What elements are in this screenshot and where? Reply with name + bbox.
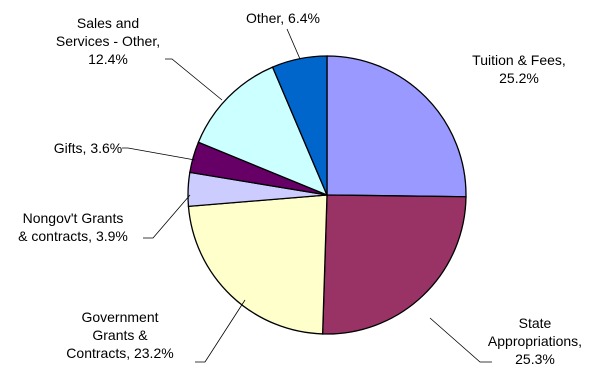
pie-slices [187, 55, 467, 335]
slice-label-line: 25.3% [515, 351, 555, 367]
slice-label-line: Services - Other, [56, 33, 160, 49]
leader-line-gifts [122, 147, 196, 161]
slice-label-line: Sales and [77, 15, 139, 31]
leader-line-government-grants-contracts [195, 299, 246, 363]
pie-slice-other [271, 55, 328, 196]
slice-label-line: 25.2% [499, 70, 539, 86]
label-leader-lines [122, 28, 492, 363]
slice-label-other: Other, 6.4% [246, 10, 320, 26]
slice-label-gifts: Gifts, 3.6% [54, 140, 122, 156]
leader-line-nongov-t-grants-contracts [143, 194, 191, 239]
slice-label-line: Other, 6.4% [246, 10, 320, 26]
slice-label-government-grants-contracts: Government Grants & Contracts, 23.2% [66, 309, 173, 361]
slice-label-line: Grants & [92, 327, 148, 343]
pie-slice-government-grants-contracts [187, 194, 328, 335]
slice-label-state-appropriations: State Appropriations, 25.3% [488, 315, 582, 367]
slice-label-line: Nongov't Grants [23, 210, 124, 226]
slice-label-line: State [519, 315, 552, 331]
slice-label-line: & contracts, 3.9% [18, 228, 128, 244]
slice-labels: Tuition & Fees, 25.2% State Appropriations,… [18, 10, 582, 367]
leader-line-sales-and-services-other [165, 58, 223, 101]
slice-label-nongov-t-grants-contracts: Nongov't Grants & contracts, 3.9% [18, 210, 128, 244]
slice-label-line: Contracts, 23.2% [66, 345, 173, 361]
pie-slice-state-appropriations [321, 194, 467, 335]
pie-slice-sales-and-services-other [197, 66, 329, 197]
slice-label-line: Appropriations, [488, 333, 582, 349]
slice-label-line: Gifts, 3.6% [54, 140, 122, 156]
pie-slice-tuition-fees [326, 55, 467, 198]
slice-label-line: 12.4% [88, 51, 128, 67]
slice-label-tuition-fees: Tuition & Fees, 25.2% [472, 52, 566, 86]
leader-line-state-appropriations [429, 317, 492, 363]
slice-label-sales-and-services-other: Sales and Services - Other, 12.4% [56, 15, 160, 67]
slice-label-line: Tuition & Fees, [472, 52, 566, 68]
slice-label-line: Government [81, 309, 158, 325]
leader-line-other [286, 28, 301, 60]
